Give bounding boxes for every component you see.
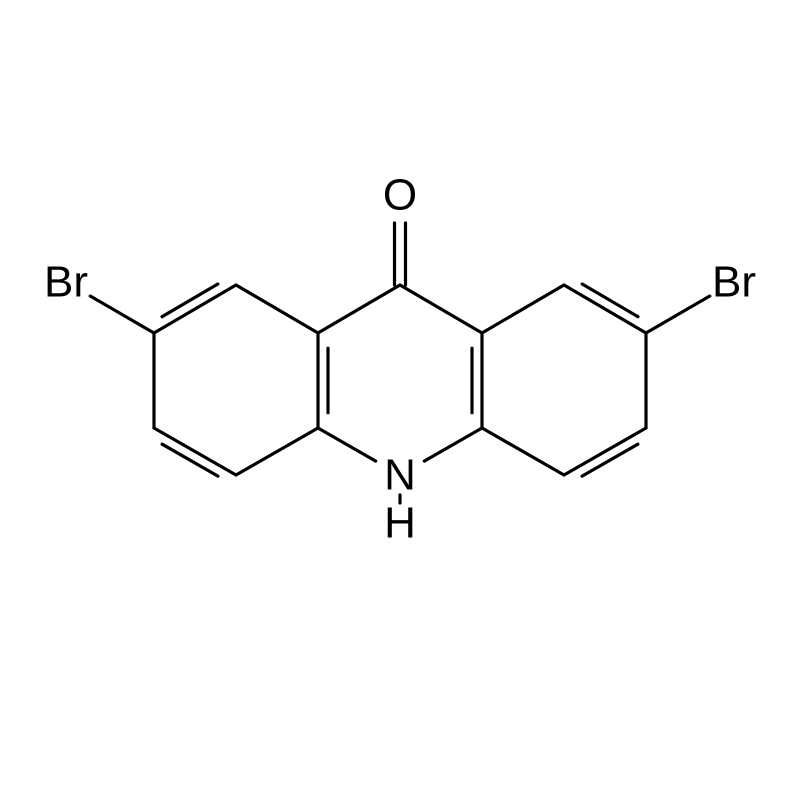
atom-label-br2: Br xyxy=(712,258,756,307)
atom-label-o: O xyxy=(383,171,417,220)
molecule-canvas: NH O Br Br xyxy=(0,0,800,800)
atom-label-h: H xyxy=(384,499,416,548)
atom-label-br1: Br xyxy=(44,258,88,307)
atom-label-n: N xyxy=(384,451,416,500)
